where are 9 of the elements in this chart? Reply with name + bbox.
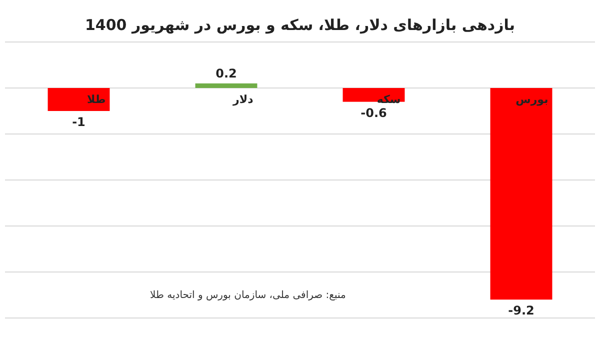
annotation: منبع: صرافی ملی، سازمان بورس و اتحادیه طلا <box>150 290 346 301</box>
data-label: -1 <box>72 115 86 129</box>
x-tick-label: دلار <box>232 93 254 106</box>
x-tick-label: بورس <box>516 93 548 106</box>
data-label: -9.2 <box>508 304 534 318</box>
data-label: -0.6 <box>360 106 387 120</box>
x-tick-label: طلا <box>87 93 106 106</box>
data-label: 0.2 <box>216 66 237 80</box>
chart-title: بازدهی بازارهای دلار، طلا، سکه و بورس در شهریور 1400 <box>84 16 516 34</box>
